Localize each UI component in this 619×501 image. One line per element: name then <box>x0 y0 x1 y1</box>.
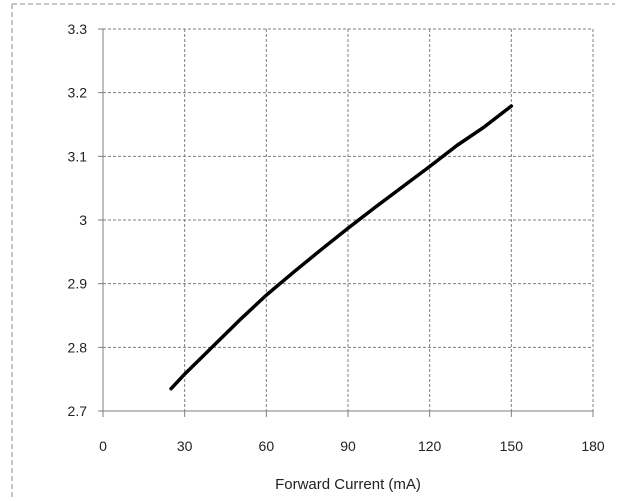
y-tick-label: 3.2 <box>68 85 88 101</box>
series <box>169 104 514 391</box>
x-tick-label: 30 <box>177 438 193 454</box>
y-tick-label: 2.8 <box>68 339 88 355</box>
x-tick-label: 120 <box>418 438 442 454</box>
y-tick-label: 3 <box>79 212 87 228</box>
x-axis-ticks: 0 30 60 90 120 150 180 <box>99 411 605 454</box>
series-line <box>169 104 514 391</box>
x-tick-label: 150 <box>500 438 524 454</box>
x-tick-label: 180 <box>581 438 605 454</box>
y-tick-label: 3.3 <box>68 21 88 37</box>
y-axis-ticks: 2.7 2.8 2.9 3 3.1 3.2 3.3 <box>68 21 103 419</box>
x-tick-label: 90 <box>340 438 356 454</box>
y-tick-label: 2.9 <box>68 276 88 292</box>
chart-frame <box>11 3 615 498</box>
grid <box>103 28 594 411</box>
x-tick-label: 0 <box>99 438 107 454</box>
x-tick-label: 60 <box>259 438 275 454</box>
x-axis-title: Forward Current (mA) <box>275 476 421 493</box>
y-tick-label: 3.1 <box>68 148 88 164</box>
y-tick-label: 2.7 <box>68 403 88 419</box>
